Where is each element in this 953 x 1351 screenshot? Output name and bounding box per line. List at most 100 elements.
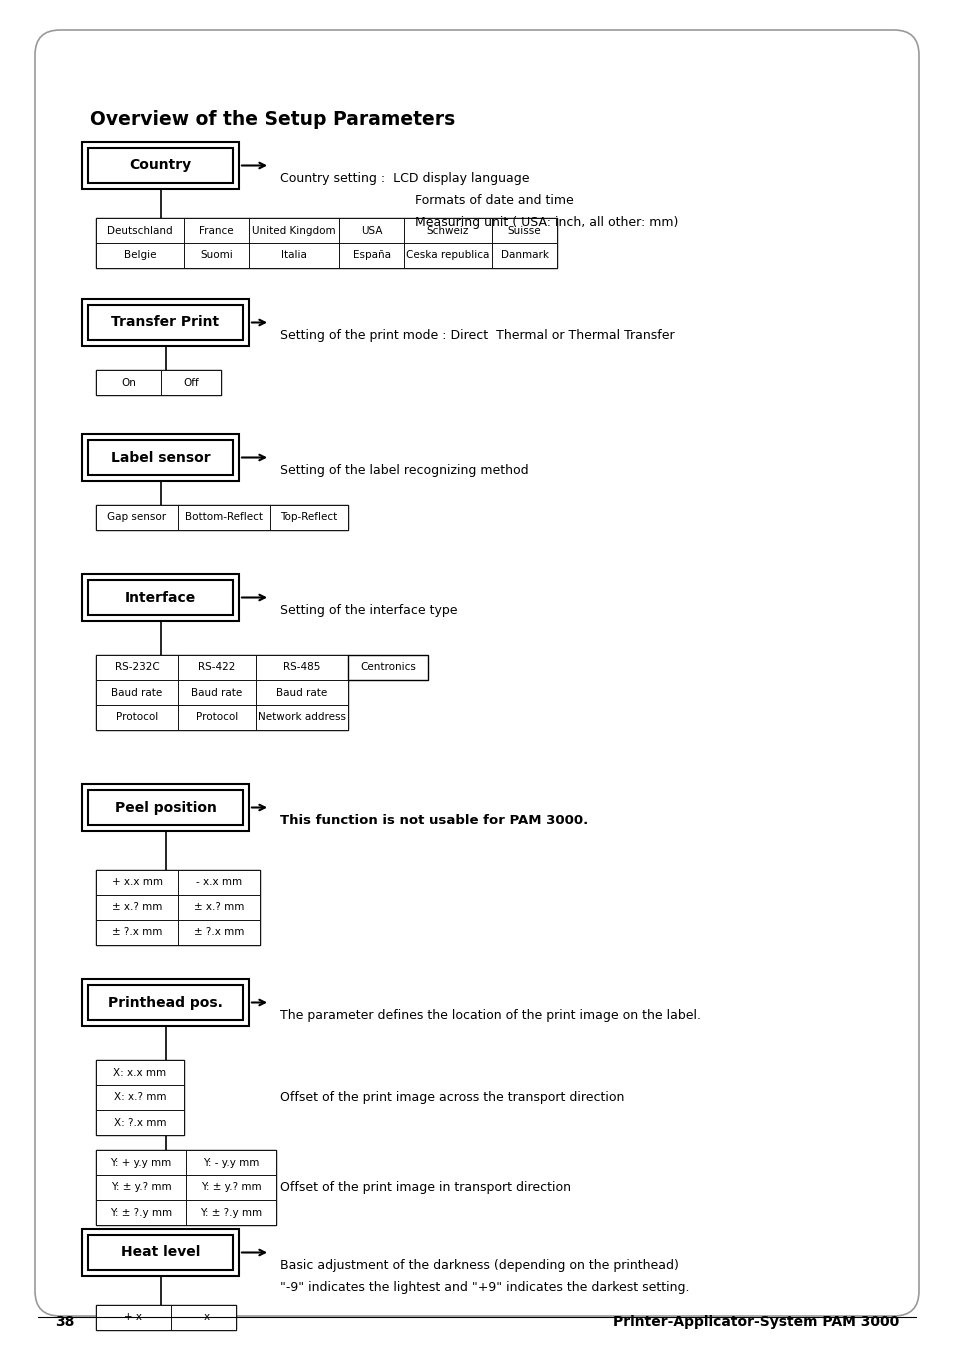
Text: Y: ± y.? mm: Y: ± y.? mm <box>200 1182 261 1193</box>
Text: Centronics: Centronics <box>359 662 416 673</box>
Bar <box>186 1150 275 1175</box>
Text: 38: 38 <box>55 1315 74 1329</box>
Text: Y: ± y.? mm: Y: ± y.? mm <box>111 1182 172 1193</box>
Text: España: España <box>352 250 390 261</box>
Bar <box>96 1305 235 1329</box>
Text: RS-232C: RS-232C <box>114 662 159 673</box>
Bar <box>255 705 348 730</box>
Text: - x: - x <box>196 1313 210 1323</box>
Bar <box>178 680 255 705</box>
Text: Country: Country <box>130 158 192 173</box>
Text: USA: USA <box>360 226 382 235</box>
Bar <box>255 680 348 705</box>
Bar <box>88 1235 233 1270</box>
Bar <box>255 655 348 680</box>
Bar <box>82 1229 239 1275</box>
Bar <box>96 1150 186 1175</box>
Text: Suisse: Suisse <box>507 226 540 235</box>
Bar <box>338 243 403 267</box>
Text: Schweiz: Schweiz <box>426 226 469 235</box>
Bar <box>178 920 260 944</box>
Text: Off: Off <box>183 377 198 388</box>
Text: Printhead pos.: Printhead pos. <box>108 996 223 1009</box>
Text: ± ?.x mm: ± ?.x mm <box>112 928 162 938</box>
Bar <box>96 218 557 267</box>
Bar <box>270 505 348 530</box>
Text: Baud rate: Baud rate <box>112 688 162 697</box>
Bar <box>96 1150 275 1225</box>
Bar <box>96 870 260 944</box>
Text: - x.x mm: - x.x mm <box>195 878 242 888</box>
Bar <box>88 580 233 615</box>
Bar <box>88 305 243 340</box>
Bar <box>96 1085 184 1111</box>
Bar <box>96 243 184 267</box>
Text: Formats of date and time: Formats of date and time <box>415 195 573 207</box>
Text: Printer-Applicator-System PAM 3000: Printer-Applicator-System PAM 3000 <box>612 1315 898 1329</box>
Bar <box>88 790 243 825</box>
Text: X: x.? mm: X: x.? mm <box>113 1093 166 1102</box>
Bar <box>186 1200 275 1225</box>
Text: Top-Reflect: Top-Reflect <box>280 512 337 523</box>
Text: Transfer Print: Transfer Print <box>112 316 219 330</box>
Text: ± x.? mm: ± x.? mm <box>193 902 244 912</box>
Bar <box>96 705 178 730</box>
Text: Setting of the print mode : Direct  Thermal or Thermal Transfer: Setting of the print mode : Direct Therm… <box>280 330 674 342</box>
Bar <box>96 370 221 394</box>
Bar <box>82 574 239 621</box>
Text: Belgie: Belgie <box>124 250 156 261</box>
Text: ± x.? mm: ± x.? mm <box>112 902 162 912</box>
Text: Overview of the Setup Parameters: Overview of the Setup Parameters <box>90 109 455 128</box>
Bar <box>96 1061 184 1085</box>
Text: Bottom-Reflect: Bottom-Reflect <box>185 512 263 523</box>
Bar <box>403 243 492 267</box>
Bar <box>249 218 338 243</box>
Bar <box>96 894 178 920</box>
Bar <box>96 218 184 243</box>
Bar <box>96 680 178 705</box>
Bar <box>96 655 178 680</box>
Bar <box>96 370 161 394</box>
Bar <box>82 979 249 1025</box>
Text: Ceska republica: Ceska republica <box>406 250 489 261</box>
Text: Deutschland: Deutschland <box>107 226 172 235</box>
Text: RS-422: RS-422 <box>198 662 235 673</box>
Bar <box>82 784 249 831</box>
Bar <box>403 218 492 243</box>
Bar <box>82 299 249 346</box>
Bar <box>96 1175 186 1200</box>
Text: Offset of the print image in transport direction: Offset of the print image in transport d… <box>280 1182 571 1194</box>
Bar <box>178 505 270 530</box>
Text: Y: ± ?.y mm: Y: ± ?.y mm <box>110 1208 172 1217</box>
Bar <box>88 440 233 476</box>
Bar <box>82 434 239 481</box>
Text: Danmark: Danmark <box>500 250 548 261</box>
Text: Offset of the print image across the transport direction: Offset of the print image across the tra… <box>280 1092 623 1105</box>
Text: Y: - y.y mm: Y: - y.y mm <box>203 1158 259 1167</box>
Bar <box>96 920 178 944</box>
Text: + x.x mm: + x.x mm <box>112 878 162 888</box>
Bar <box>178 655 255 680</box>
Text: Gap sensor: Gap sensor <box>108 512 167 523</box>
Text: Measuring unit ( USA: inch, all other: mm): Measuring unit ( USA: inch, all other: m… <box>415 216 678 230</box>
Text: United Kingdom: United Kingdom <box>252 226 335 235</box>
Bar <box>96 1061 184 1135</box>
Bar <box>96 505 178 530</box>
Text: Interface: Interface <box>125 590 196 604</box>
Text: This function is not usable for PAM 3000.: This function is not usable for PAM 3000… <box>280 815 588 827</box>
Bar <box>88 985 243 1020</box>
Text: Setting of the interface type: Setting of the interface type <box>280 604 457 617</box>
Text: Y: ± ?.y mm: Y: ± ?.y mm <box>200 1208 262 1217</box>
Text: Protocol: Protocol <box>195 712 238 723</box>
Text: Peel position: Peel position <box>114 801 216 815</box>
Text: France: France <box>199 226 233 235</box>
Text: Network address: Network address <box>257 712 346 723</box>
Text: Baud rate: Baud rate <box>276 688 327 697</box>
Text: Heat level: Heat level <box>121 1246 200 1259</box>
Text: Y: + y.y mm: Y: + y.y mm <box>111 1158 172 1167</box>
Bar <box>186 1175 275 1200</box>
Bar <box>96 870 178 894</box>
Text: ± ?.x mm: ± ?.x mm <box>193 928 244 938</box>
Text: RS-485: RS-485 <box>283 662 320 673</box>
Bar <box>184 218 249 243</box>
